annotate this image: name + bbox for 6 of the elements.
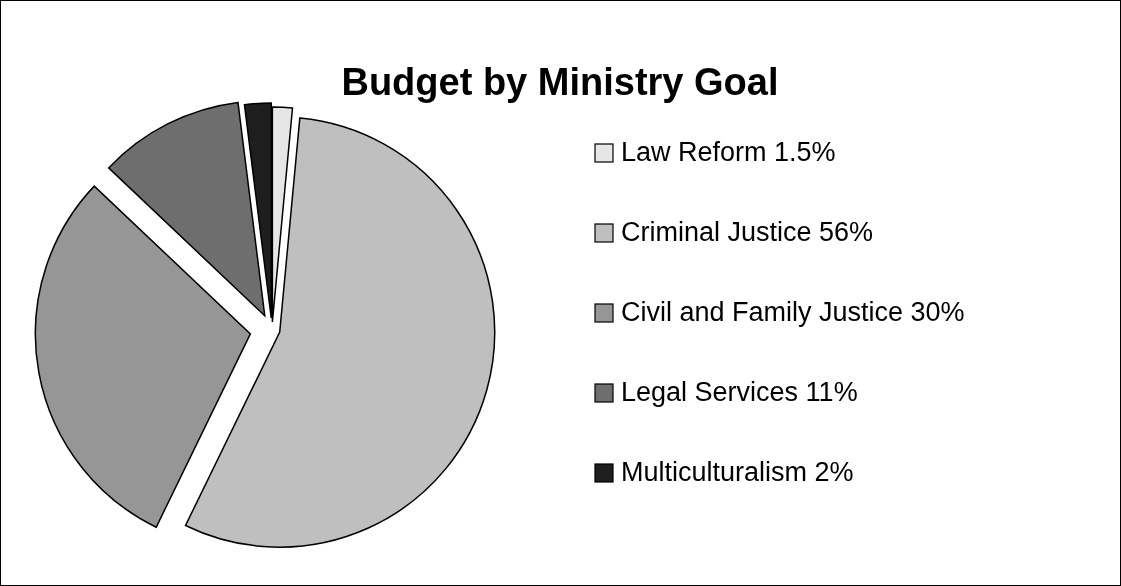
chart-title: Budget by Ministry Goal — [341, 61, 779, 103]
legend-label: Civil and Family Justice 30% — [621, 297, 965, 327]
legend-label: Criminal Justice 56% — [621, 217, 874, 247]
legend-label: Law Reform 1.5% — [621, 137, 836, 167]
legend-label: Multiculturalism 2% — [621, 457, 854, 487]
legend-label: Legal Services 11% — [621, 377, 858, 407]
